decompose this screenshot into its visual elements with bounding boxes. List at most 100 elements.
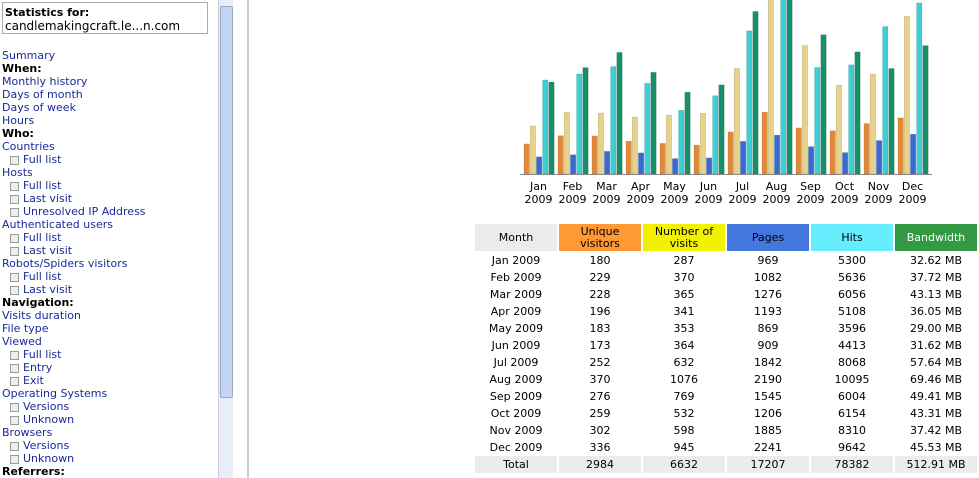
menu-link[interactable]: Versions <box>23 439 70 452</box>
bar <box>718 84 725 175</box>
table-cell: 8310 <box>838 424 866 437</box>
table-cell: 43.13 MB <box>909 288 963 301</box>
menu-link[interactable]: Monthly history <box>2 75 88 88</box>
menu-link[interactable]: Entry <box>23 361 53 374</box>
scrollbar[interactable] <box>218 0 233 478</box>
bar <box>882 26 889 175</box>
menu-icon <box>10 351 19 360</box>
header-cell: Unique visitors <box>559 224 641 251</box>
table-cell: Oct 2009 <box>490 407 542 420</box>
bar <box>848 64 855 175</box>
year-label: 2009 <box>729 193 757 206</box>
table-cell: Jul 2009 <box>493 356 539 369</box>
menu-link[interactable]: Robots/Spiders visitors <box>2 257 128 270</box>
menu-link[interactable]: Exit <box>23 374 44 387</box>
menu-link[interactable]: Last visit <box>23 244 73 257</box>
menu-header: Referrers: <box>2 465 65 478</box>
month-label: Mar <box>596 180 617 193</box>
table-cell: 228 <box>589 288 611 301</box>
menu-link[interactable]: Browsers <box>2 426 53 439</box>
table-cell: 632 <box>673 356 695 369</box>
table-cell: 6004 <box>838 390 866 403</box>
menu-icon <box>10 364 19 373</box>
table-cell: 370 <box>589 373 611 386</box>
stats-title: Statistics for: <box>5 6 90 19</box>
bar <box>922 45 929 175</box>
menu-link[interactable]: Hosts <box>2 166 33 179</box>
table-cell: 969 <box>757 254 779 267</box>
table-cell: 37.72 MB <box>909 271 963 284</box>
bar <box>659 143 666 175</box>
menu-link[interactable]: Viewed <box>2 335 42 348</box>
table-cell: 276 <box>589 390 611 403</box>
menu-link[interactable]: Full list <box>23 270 62 283</box>
bar <box>733 68 740 175</box>
total-cell: Total <box>475 456 557 473</box>
menu-link[interactable]: Visits duration <box>2 309 81 322</box>
menu-link[interactable]: Last visit <box>23 283 73 296</box>
table-cell: 173 <box>589 339 611 352</box>
total-cell: 78382 <box>811 456 893 473</box>
divider <box>247 0 249 478</box>
table-cell: 10095 <box>834 373 870 386</box>
menu-link[interactable]: Unknown <box>23 413 75 426</box>
table-cell: 37.42 MB <box>909 424 963 437</box>
table-cell: 183 <box>589 322 611 335</box>
bar <box>808 146 815 175</box>
year-label: 2009 <box>865 193 893 206</box>
bar <box>820 34 827 175</box>
table-cell: 3596 <box>838 322 866 335</box>
bar <box>854 51 861 175</box>
menu-link[interactable]: File type <box>2 322 49 335</box>
menu-link[interactable]: Full list <box>23 179 62 192</box>
table-cell: 5636 <box>838 271 866 284</box>
site-name: candlemakingcraft.le...n.com <box>5 19 181 33</box>
menu-icon <box>10 442 19 451</box>
menu-icon <box>10 182 19 191</box>
table-cell: Jun 2009 <box>491 339 541 352</box>
table-cell: Mar 2009 <box>489 288 543 301</box>
menu-link[interactable]: Summary <box>2 49 56 62</box>
menu-link[interactable]: Operating Systems <box>2 387 108 400</box>
menu-icon <box>10 195 19 204</box>
bar <box>752 11 759 175</box>
bar <box>795 127 802 175</box>
sidebar: Statistics for: candlemakingcraft.le...n… <box>0 0 218 478</box>
bar <box>786 0 793 175</box>
menu-link[interactable]: Authenticated users <box>2 218 113 231</box>
table-cell: 31.62 MB <box>909 339 963 352</box>
menu-link[interactable]: Hours <box>2 114 35 127</box>
menu-link[interactable]: Countries <box>2 140 55 153</box>
bar <box>863 123 870 175</box>
scroll-thumb[interactable] <box>220 6 233 398</box>
year-label: 2009 <box>695 193 723 206</box>
menu-icon <box>10 156 19 165</box>
menu-link[interactable]: Full list <box>23 231 62 244</box>
month-label: May <box>663 180 686 193</box>
table-cell: Nov 2009 <box>489 424 543 437</box>
bar <box>665 114 672 175</box>
menu-link[interactable]: Unknown <box>23 452 75 465</box>
menu-header: Navigation: <box>2 296 74 309</box>
menu-link[interactable]: Full list <box>23 348 62 361</box>
menu-link[interactable]: Versions <box>23 400 70 413</box>
bar <box>644 83 651 175</box>
table-cell: 1885 <box>754 424 782 437</box>
year-label: 2009 <box>525 193 553 206</box>
menu-link[interactable]: Days of week <box>2 101 76 114</box>
year-label: 2009 <box>899 193 927 206</box>
table-cell: 32.62 MB <box>909 254 963 267</box>
menu-link[interactable]: Last visit <box>23 192 73 205</box>
menu-link[interactable]: Full list <box>23 153 62 166</box>
menu-icon <box>10 377 19 386</box>
month-label: Sep <box>800 180 821 193</box>
year-label: 2009 <box>831 193 859 206</box>
menu-link[interactable]: Unresolved IP Address <box>23 205 146 218</box>
year-label: 2009 <box>593 193 621 206</box>
chart: Jan2009Feb2009Mar2009Apr2009May2009Jun20… <box>520 0 932 206</box>
table-cell: 6056 <box>838 288 866 301</box>
year-label: 2009 <box>797 193 825 206</box>
header-cell: Pages <box>727 224 809 251</box>
menu-link[interactable]: Days of month <box>2 88 83 101</box>
